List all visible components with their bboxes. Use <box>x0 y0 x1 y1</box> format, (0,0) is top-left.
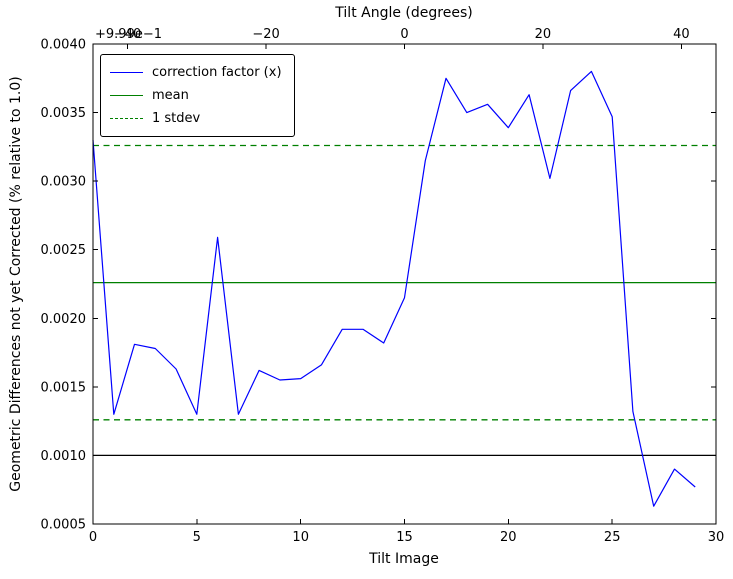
x-tick-label: 25 <box>604 530 621 545</box>
y-tick-label: 0.0020 <box>41 312 87 327</box>
legend-item-mean: mean <box>110 84 282 107</box>
y-axis-title: Geometric Differences not yet Corrected … <box>8 76 24 492</box>
legend-line-sample-green-dashed <box>110 118 143 119</box>
x-tick-label: 15 <box>396 530 413 545</box>
legend-item-correction-factor: correction factor (x) <box>110 61 282 84</box>
legend-label: mean <box>152 88 189 103</box>
legend-line-sample-blue <box>110 72 143 73</box>
legend-item-stdev: 1 stdev <box>110 107 282 130</box>
x-tick-label: 0 <box>89 530 97 545</box>
top-tick-label: 40 <box>673 27 690 42</box>
legend: correction factor (x) mean 1 stdev <box>100 54 295 137</box>
top-tick-label: 0 <box>400 27 408 42</box>
x-tick-label: 20 <box>500 530 517 545</box>
series-correction-factor-x- <box>92 70 696 507</box>
top-tick-label: −40 <box>114 27 141 42</box>
y-tick-label: 0.0035 <box>41 106 87 121</box>
y-tick-label: 0.0015 <box>41 380 87 395</box>
y-tick-label: 0.0040 <box>41 38 87 53</box>
y-tick-label: 0.0005 <box>41 518 87 533</box>
x-tick-label: 10 <box>292 530 309 545</box>
top-tick-label: −20 <box>252 27 279 42</box>
legend-line-sample-green-solid <box>110 95 143 96</box>
y-tick-label: 0.0025 <box>41 243 87 258</box>
x-tick-label: 30 <box>708 530 725 545</box>
legend-label: correction factor (x) <box>152 65 282 80</box>
x-axis-title: Tilt Image <box>369 551 439 567</box>
top-tick-label: 20 <box>535 27 552 42</box>
axis-offset-label: +9.99e−1 <box>95 27 162 42</box>
top-axis-title: Tilt Angle (degrees) <box>335 5 473 21</box>
y-tick-label: 0.0010 <box>41 449 87 464</box>
legend-label: 1 stdev <box>152 111 201 126</box>
x-tick-label: 5 <box>193 530 201 545</box>
y-tick-label: 0.0030 <box>41 175 87 190</box>
